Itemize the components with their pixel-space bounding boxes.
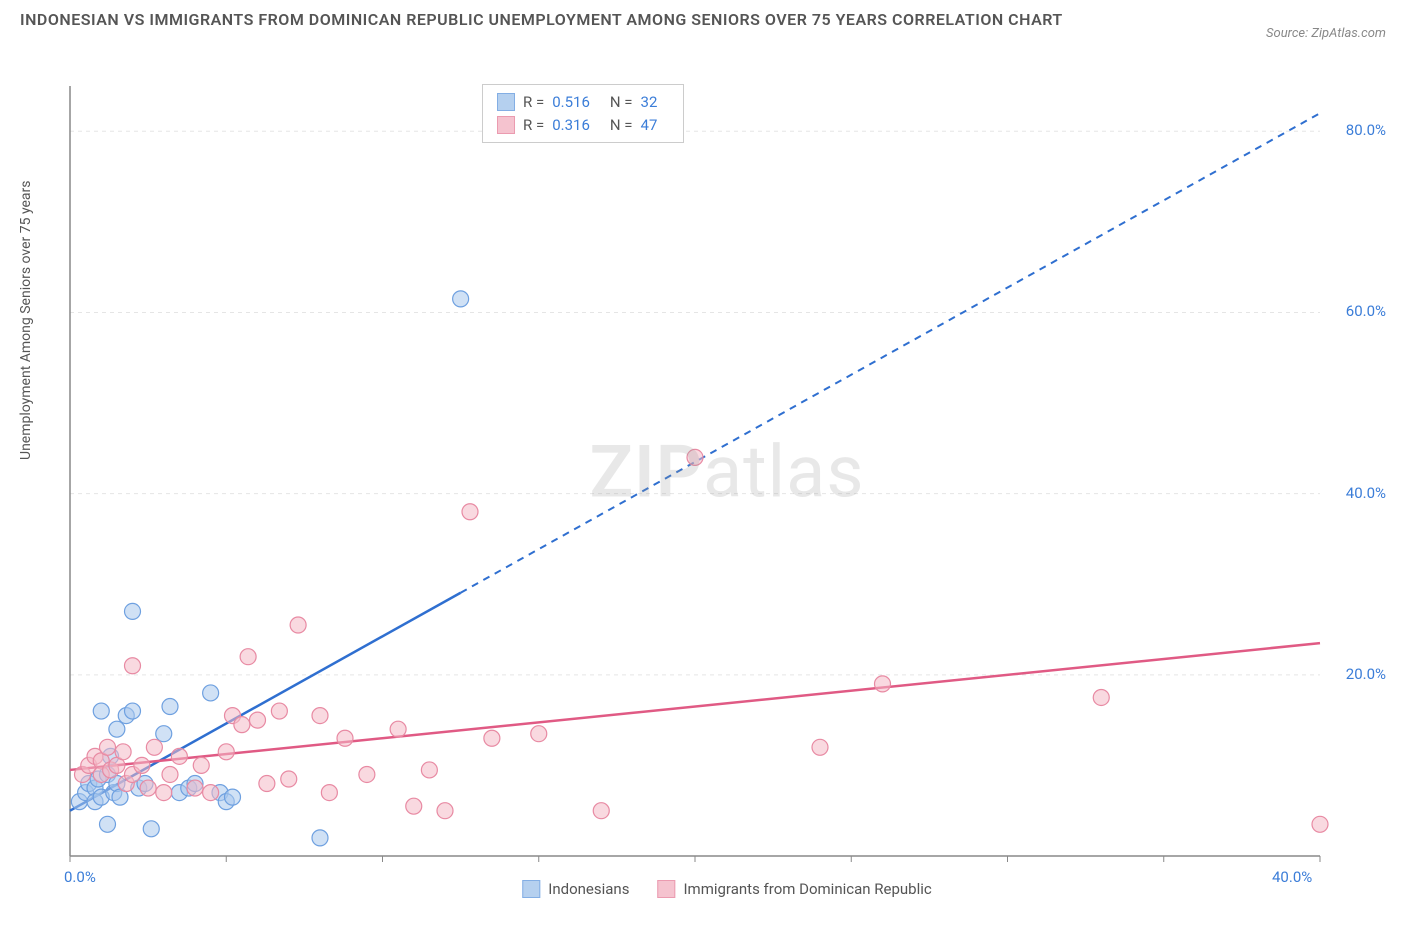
stats-row-series1: R = 0.516 N = 32 bbox=[497, 91, 669, 114]
legend-item-series1: Indonesians bbox=[522, 880, 629, 898]
y-tick-label: 80.0% bbox=[1346, 121, 1386, 139]
y-axis-label: Unemployment Among Seniors over 75 years bbox=[18, 181, 34, 461]
source-attribution: Source: ZipAtlas.com bbox=[1266, 26, 1386, 41]
x-tick-label: 0.0% bbox=[64, 868, 96, 886]
chart-title: INDONESIAN VS IMMIGRANTS FROM DOMINICAN … bbox=[20, 8, 1063, 32]
stats-legend-box: R = 0.516 N = 32 R = 0.316 N = 47 bbox=[482, 84, 684, 143]
y-tick-label: 40.0% bbox=[1346, 484, 1386, 502]
swatch-icon bbox=[522, 880, 540, 898]
scatter-plot bbox=[62, 78, 1392, 898]
chart-container: ZIPatlas R = 0.516 N = 32 R = 0.316 N = … bbox=[62, 78, 1392, 898]
swatch-icon bbox=[657, 880, 675, 898]
bottom-legend: Indonesians Immigrants from Dominican Re… bbox=[522, 880, 931, 898]
stats-row-series2: R = 0.316 N = 47 bbox=[497, 114, 669, 137]
y-tick-label: 20.0% bbox=[1346, 665, 1386, 683]
x-tick-label: 40.0% bbox=[1272, 868, 1312, 886]
y-tick-label: 60.0% bbox=[1346, 302, 1386, 320]
swatch-icon bbox=[497, 116, 515, 134]
swatch-icon bbox=[497, 93, 515, 111]
legend-item-series2: Immigrants from Dominican Republic bbox=[657, 880, 931, 898]
